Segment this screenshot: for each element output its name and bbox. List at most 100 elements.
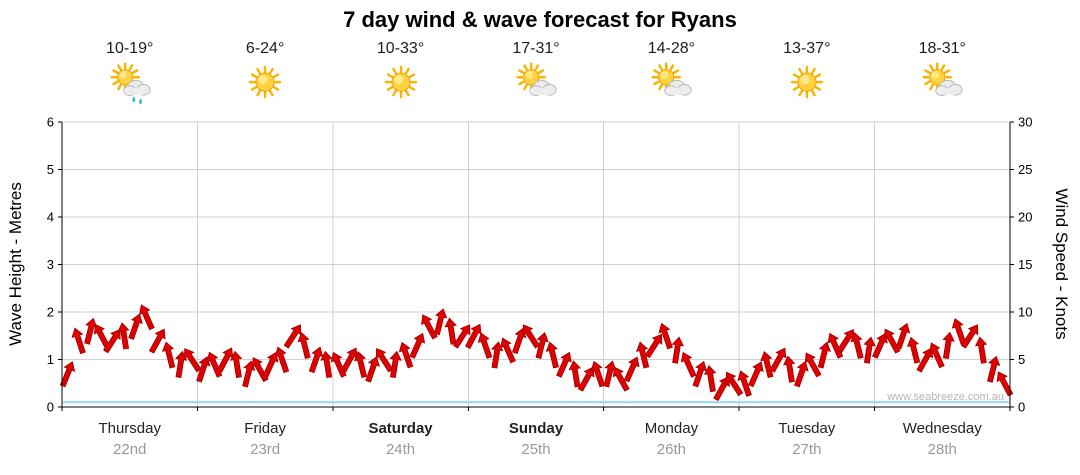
sun-ray [944, 69, 951, 75]
wind-barb-shape [206, 351, 223, 378]
sun-ray [391, 89, 397, 97]
wind-barb [804, 352, 822, 378]
left-axis-tick-label: 1 [47, 352, 54, 367]
sun-ray [810, 67, 816, 75]
weather-icon [790, 65, 824, 99]
raindrop-icon [132, 96, 136, 103]
sun-ray [386, 86, 393, 91]
wind-barb [353, 351, 368, 379]
wind-barb [692, 360, 708, 388]
wind-barb-shape [389, 350, 402, 378]
sun-highlight [525, 71, 534, 79]
sun-ray [653, 80, 660, 86]
day-header: 13-37° [739, 40, 874, 106]
wind-barb-shape [535, 332, 549, 360]
wind-barb-shape [863, 336, 876, 364]
wind-barb [703, 364, 717, 393]
wind-barb-shape [545, 341, 559, 369]
wind-barb-shape [748, 361, 764, 388]
wind-barb [148, 328, 166, 354]
day-header: 6-24° [197, 40, 332, 106]
sun-ray [408, 86, 415, 91]
wind-barb [817, 341, 831, 369]
sun-ray [929, 83, 935, 91]
wind-barb-shape [398, 341, 414, 369]
wind-barb-shape [444, 317, 457, 345]
wind-barb [906, 336, 921, 364]
wind-barb [850, 332, 864, 360]
cloud-base [127, 87, 146, 95]
wind-barb-shape [297, 332, 311, 360]
sun-ray [250, 73, 258, 79]
cloud-base [534, 87, 553, 95]
wind-barb-shape [148, 328, 166, 354]
cloud-base [669, 87, 688, 95]
day-name: Wednesday [902, 420, 982, 437]
wind-barb [987, 355, 1001, 383]
wind-barb-shape [680, 351, 697, 378]
wind-barb [421, 314, 438, 340]
right-axis-tick-label: 5 [1018, 352, 1025, 367]
wind-barb-shape [782, 355, 796, 383]
sun-ray [116, 83, 122, 91]
wind-barb [365, 356, 380, 383]
wind-barb [330, 351, 347, 378]
wind-barb-shape [850, 332, 864, 360]
weather-icon [110, 62, 151, 105]
wind-barb-shape [929, 342, 945, 369]
wind-barb [308, 346, 324, 374]
wind-barb [568, 360, 581, 388]
sun-ray [792, 73, 799, 79]
wind-barb-shape [175, 350, 188, 378]
wind-barb-shape [760, 351, 774, 379]
temperature-range: 14-28° [647, 40, 696, 57]
sun-ray [116, 64, 122, 71]
watermark: www.seabreeze.com.au [887, 391, 1004, 403]
wind-barb-shape [103, 329, 121, 354]
wind-barb [297, 332, 311, 360]
wind-barb [680, 351, 697, 378]
wind-barb [452, 324, 471, 349]
wind-barb-shape [644, 333, 663, 359]
sun-ray [272, 86, 280, 91]
sun-ray [256, 67, 262, 75]
sun-ray [523, 64, 528, 71]
wind-barb [827, 332, 844, 359]
wind-barb-shape [974, 336, 988, 364]
wind-barb [658, 322, 673, 350]
wind-barb [782, 355, 796, 383]
wind-barb-shape [703, 364, 717, 393]
wind-barb [769, 347, 787, 373]
day-header: 10-33° [333, 40, 468, 106]
right-axis-tick-label: 25 [1018, 162, 1032, 177]
sun-ray [404, 67, 410, 75]
x-axis-day: Friday 23rd [197, 420, 332, 458]
wind-barb-shape [916, 347, 934, 373]
wind-barb [942, 331, 955, 359]
wind-barb-shape [434, 308, 448, 336]
left-axis-tick-label: 5 [47, 162, 54, 177]
wind-barb-shape [794, 360, 809, 388]
sun-ray [272, 73, 280, 79]
wind-barb-shape [409, 332, 426, 359]
sun-ray [924, 80, 931, 86]
sun-highlight [258, 75, 268, 85]
right-axis-title: Wind Speed - Knots [1052, 188, 1071, 340]
wind-barb [623, 356, 640, 383]
wind-barb [283, 324, 302, 349]
temperature-range: 13-37° [783, 40, 831, 57]
wind-barb-shape [477, 332, 493, 359]
wind-barb [117, 322, 130, 350]
wind-barb [590, 360, 606, 388]
right-axis-tick-label: 10 [1018, 305, 1032, 320]
wind-barb-shape [692, 360, 708, 388]
left-axis-tick-label: 2 [47, 305, 54, 320]
wind-barb [737, 370, 752, 397]
wind-barb [139, 304, 155, 331]
wind-barb-shape [568, 360, 581, 388]
left-axis-tick-label: 0 [47, 400, 54, 415]
wind-barb [103, 329, 121, 354]
day-date: 23rd [250, 441, 281, 458]
wind-barb-shape [960, 324, 979, 349]
sun-highlight [931, 71, 940, 79]
